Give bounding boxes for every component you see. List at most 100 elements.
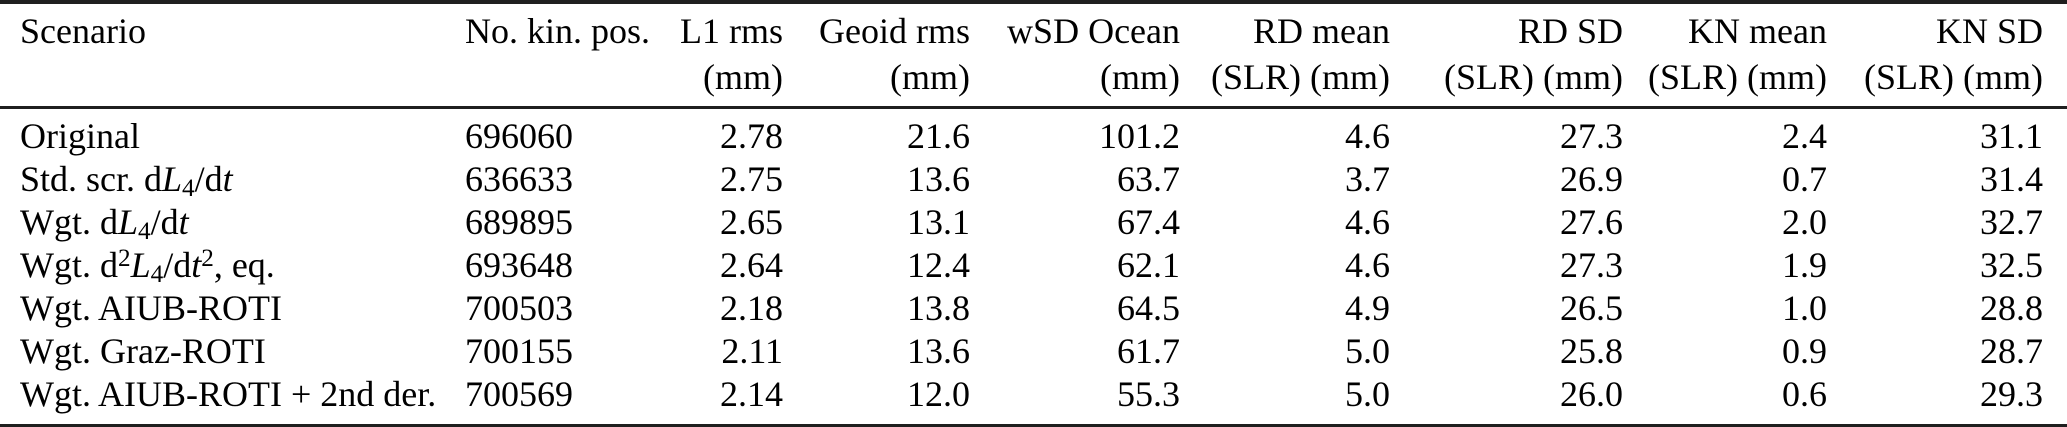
cell-rd_mean: 4.6	[1345, 202, 1390, 242]
cell-geoid_rms: 13.8	[907, 288, 970, 328]
cell-kn_mean: 0.6	[1782, 374, 1827, 414]
cell-no_kin_pos: 689895	[465, 202, 573, 242]
table-row: Wgt. dL4/dt 689895 2.65 13.1 67.4 4.6 27.6 2.0 3…	[0, 201, 2067, 244]
scenario-label-segment: 4	[150, 260, 164, 288]
scenario-label-segment: 4	[138, 217, 151, 245]
scenario-label-segment: /d	[163, 245, 192, 285]
cell-wsd_ocean: 101.2	[1099, 116, 1180, 156]
table-body: Original 696060 2.78 21.6 101.2 4.6 27.3 2.4 31.…	[0, 108, 2067, 426]
cell-geoid_rms: 13.6	[907, 159, 970, 199]
column-label: No. kin. pos.	[465, 11, 651, 51]
scenario-label-segment: Wgt. d	[20, 202, 118, 242]
column-unit: (mm)	[890, 57, 970, 97]
scenario-label-segment: Wgt. AIUB-ROTI + 2nd der.	[20, 374, 437, 414]
cell-scenario: Wgt. d2L4/dt2, eq.	[0, 244, 445, 287]
column-label: KN SD	[1935, 11, 2043, 51]
cell-geoid_rms: 13.6	[907, 331, 970, 371]
cell-kn_sd: 32.7	[1980, 202, 2043, 242]
scenario-label-segment: t	[178, 202, 189, 242]
scenario-label-segment: L	[117, 202, 139, 242]
scenario-label-segment: Wgt. Graz-ROTI	[20, 331, 266, 371]
scenario-label-segment: Std. scr. d	[20, 159, 163, 199]
cell-geoid_rms: 12.0	[907, 374, 970, 414]
cell-l1_rms: 2.11	[721, 331, 783, 371]
column-label: Scenario	[20, 11, 146, 51]
column-unit: (SLR) (mm)	[1648, 57, 1827, 97]
scenario-label-segment: Original	[20, 116, 140, 156]
cell-geoid_rms: 13.1	[907, 202, 970, 242]
cell-rd_sd: 25.8	[1560, 331, 1623, 371]
column-unit: (SLR) (mm)	[1211, 57, 1390, 97]
cell-l1_rms: 2.64	[720, 245, 783, 285]
cell-l1_rms: 2.18	[720, 288, 783, 328]
cell-no_kin_pos: 636633	[465, 159, 573, 199]
cell-rd_mean: 5.0	[1345, 374, 1390, 414]
cell-no_kin_pos: 700503	[465, 288, 573, 328]
cell-rd_sd: 27.6	[1560, 202, 1623, 242]
column-header-l1_rms: L1 rms (mm)	[650, 2, 788, 109]
cell-rd_sd: 26.5	[1560, 288, 1623, 328]
column-header-rd_mean: RD mean (SLR) (mm)	[1185, 2, 1395, 109]
column-unit: (SLR) (mm)	[1864, 57, 2043, 97]
column-header-scenario: Scenario	[0, 2, 445, 109]
column-unit: (mm)	[703, 57, 783, 97]
table-row: Wgt. AIUB-ROTI 700503 2.18 13.8 64.5 4.9 26.5 1…	[0, 287, 2067, 330]
cell-geoid_rms: 12.4	[907, 245, 970, 285]
cell-rd_mean: 5.0	[1345, 331, 1390, 371]
column-label: L1 rms	[680, 11, 783, 51]
cell-kn_mean: 1.0	[1782, 288, 1827, 328]
cell-no_kin_pos: 696060	[465, 116, 573, 156]
cell-kn_mean: 2.4	[1782, 116, 1827, 156]
cell-kn_mean: 0.9	[1782, 331, 1827, 371]
cell-no_kin_pos: 700569	[465, 374, 573, 414]
scenario-label-segment: /d	[150, 202, 179, 242]
cell-kn_sd: 29.3	[1980, 374, 2043, 414]
column-unit: (mm)	[1100, 57, 1180, 97]
cell-l1_rms: 2.14	[720, 374, 783, 414]
scenario-label-segment: t	[191, 245, 202, 285]
scenario-label-segment: /d	[194, 159, 223, 199]
table-row: Wgt. AIUB-ROTI + 2nd der. 700569 2.14 12.0 5…	[0, 373, 2067, 426]
column-label: wSD Ocean	[1007, 11, 1180, 51]
column-label: Geoid rms	[819, 11, 970, 51]
cell-rd_sd: 26.0	[1560, 374, 1623, 414]
cell-scenario: Wgt. AIUB-ROTI	[0, 287, 445, 330]
scenario-label-segment: 2	[201, 244, 214, 272]
cell-rd_mean: 3.7	[1345, 159, 1390, 199]
cell-scenario: Original	[0, 108, 445, 159]
table-row: Wgt. d2L4/dt2, eq. 693648 2.64 12.4 62.1 4.6 2…	[0, 244, 2067, 287]
cell-rd_mean: 4.6	[1345, 116, 1390, 156]
cell-rd_mean: 4.6	[1345, 245, 1390, 285]
cell-rd_mean: 4.9	[1345, 288, 1390, 328]
cell-geoid_rms: 21.6	[907, 116, 970, 156]
cell-kn_sd: 32.5	[1980, 245, 2043, 285]
cell-scenario: Wgt. Graz-ROTI	[0, 330, 445, 373]
cell-no_kin_pos: 693648	[465, 245, 573, 285]
column-header-geoid_rms: Geoid rms (mm)	[788, 2, 975, 109]
cell-scenario: Wgt. dL4/dt	[0, 201, 445, 244]
cell-wsd_ocean: 67.4	[1117, 202, 1180, 242]
cell-scenario: Std. scr. dL4/dt	[0, 158, 445, 201]
column-unit: (SLR) (mm)	[1444, 57, 1623, 97]
cell-scenario: Wgt. AIUB-ROTI + 2nd der.	[0, 373, 445, 426]
column-label: RD SD	[1517, 11, 1623, 51]
table-header: Scenario No. kin. pos. L1 rms (mm) Geoid rms…	[0, 2, 2067, 109]
scenario-label-segment: Wgt. AIUB-ROTI	[20, 288, 282, 328]
column-header-kn_mean: KN mean (SLR) (mm)	[1628, 2, 1832, 109]
scenario-label-segment: , eq.	[213, 245, 275, 285]
cell-kn_sd: 28.7	[1980, 331, 2043, 371]
header-row: Scenario No. kin. pos. L1 rms (mm) Geoid rms…	[0, 2, 2067, 109]
cell-rd_sd: 27.3	[1560, 245, 1623, 285]
cell-l1_rms: 2.78	[720, 116, 783, 156]
cell-l1_rms: 2.65	[720, 202, 783, 242]
scenario-label-segment: t	[222, 159, 233, 199]
scenario-label-segment: L	[162, 159, 183, 199]
scenario-label-segment: 2	[117, 244, 131, 272]
column-header-no_kin_pos: No. kin. pos.	[445, 2, 651, 109]
cell-l1_rms: 2.75	[720, 159, 783, 199]
table-row: Std. scr. dL4/dt 636633 2.75 13.6 63.7 3.7 26.…	[0, 158, 2067, 201]
cell-kn_sd: 31.1	[1980, 116, 2043, 156]
column-label: RD mean	[1253, 11, 1390, 51]
